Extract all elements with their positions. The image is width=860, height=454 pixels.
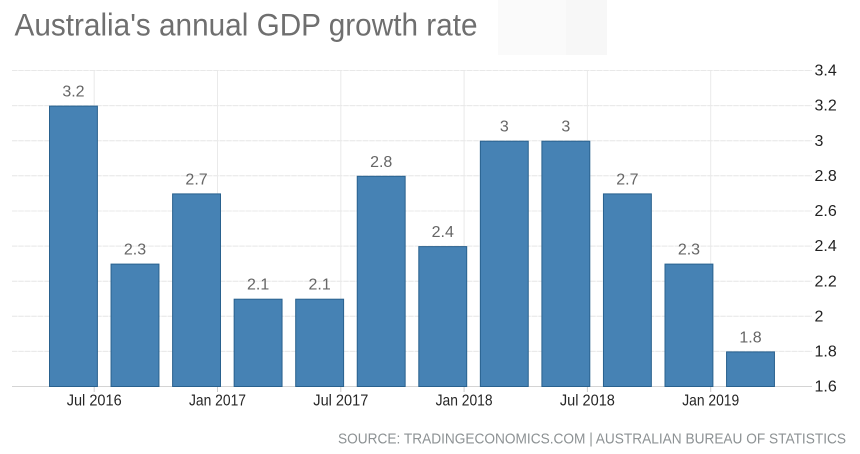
svg-text:2.4: 2.4 bbox=[432, 224, 454, 241]
svg-text:2.8: 2.8 bbox=[815, 168, 837, 185]
svg-text:3: 3 bbox=[500, 119, 509, 136]
svg-text:2.1: 2.1 bbox=[247, 277, 269, 294]
svg-text:2.8: 2.8 bbox=[370, 154, 392, 171]
svg-text:2.3: 2.3 bbox=[678, 242, 700, 259]
svg-text:SOURCE: TRADINGECONOMICS.COM |: SOURCE: TRADINGECONOMICS.COM | AUSTRALIA… bbox=[338, 431, 846, 448]
svg-text:2.2: 2.2 bbox=[815, 273, 837, 290]
svg-text:3.2: 3.2 bbox=[815, 98, 837, 115]
svg-text:3: 3 bbox=[561, 119, 570, 136]
svg-text:2.7: 2.7 bbox=[616, 171, 638, 188]
svg-text:2.4: 2.4 bbox=[815, 238, 837, 255]
svg-text:1.8: 1.8 bbox=[739, 329, 761, 346]
svg-text:2: 2 bbox=[815, 308, 824, 325]
svg-text:1.8: 1.8 bbox=[815, 344, 837, 361]
svg-text:2.6: 2.6 bbox=[815, 203, 837, 220]
svg-text:Jan 2017: Jan 2017 bbox=[189, 393, 246, 410]
svg-text:1.6: 1.6 bbox=[815, 379, 837, 396]
svg-text:Jul 2018: Jul 2018 bbox=[560, 393, 615, 410]
svg-text:Australia's annual GDP growth: Australia's annual GDP growth rate bbox=[15, 7, 478, 43]
svg-text:Jul 2016: Jul 2016 bbox=[67, 393, 122, 410]
svg-text:3.4: 3.4 bbox=[815, 63, 837, 80]
svg-text:2.7: 2.7 bbox=[185, 171, 207, 188]
svg-text:Jan 2018: Jan 2018 bbox=[436, 393, 493, 410]
svg-text:Jan 2019: Jan 2019 bbox=[682, 393, 739, 410]
svg-text:3.2: 3.2 bbox=[62, 84, 84, 101]
svg-text:Jul 2017: Jul 2017 bbox=[313, 393, 368, 410]
svg-text:2.1: 2.1 bbox=[309, 277, 331, 294]
svg-text:2.3: 2.3 bbox=[124, 242, 146, 259]
svg-text:3: 3 bbox=[815, 133, 824, 150]
